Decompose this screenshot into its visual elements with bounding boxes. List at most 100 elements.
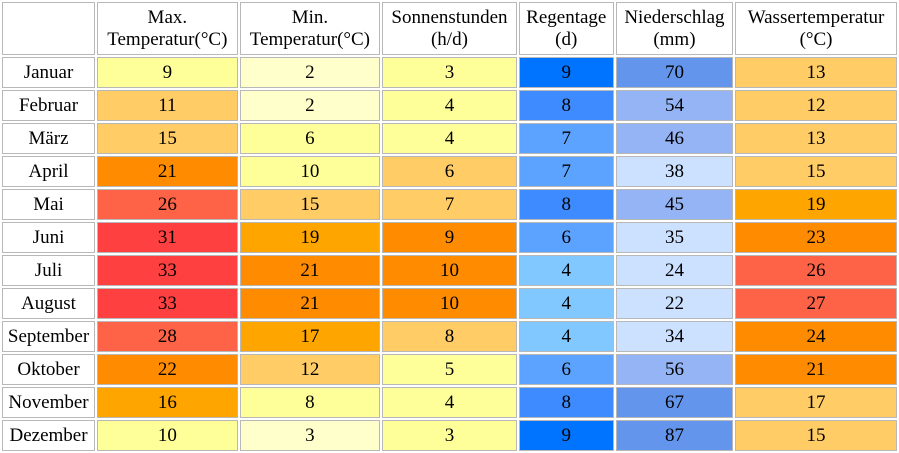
cell-min-temp: 10 (239, 156, 381, 187)
cell-sunshine: 4 (382, 90, 517, 121)
table-row: November 16 8 4 8 67 17 (2, 387, 897, 418)
cell-min-temp: 3 (239, 420, 381, 451)
cell-rain-days: 6 (518, 354, 614, 385)
table-row: April 21 10 6 7 38 15 (2, 156, 897, 187)
cell-max-temp: 33 (97, 288, 238, 319)
cell-max-temp: 16 (97, 387, 238, 418)
table-row: März 15 6 4 7 46 13 (2, 123, 897, 154)
cell-max-temp: 21 (97, 156, 238, 187)
cell-max-temp: 33 (97, 255, 238, 286)
month-name: Januar (2, 57, 96, 88)
header-max-temp-line1: Max. (147, 6, 188, 28)
month-name: Februar (2, 90, 96, 121)
cell-rain-days: 9 (518, 420, 614, 451)
cell-rain-days: 4 (518, 321, 614, 352)
month-name: Mai (2, 189, 96, 220)
month-name: September (2, 321, 96, 352)
cell-precipitation: 35 (615, 222, 734, 253)
cell-sunshine: 10 (382, 255, 517, 286)
cell-min-temp: 21 (239, 255, 381, 286)
cell-max-temp: 22 (97, 354, 238, 385)
cell-rain-days: 8 (518, 189, 614, 220)
table-row: Oktober 22 12 5 6 56 21 (2, 354, 897, 385)
cell-min-temp: 12 (239, 354, 381, 385)
table-row: Januar 9 2 3 9 70 13 (2, 57, 897, 88)
cell-water-temp: 21 (735, 354, 897, 385)
cell-sunshine: 10 (382, 288, 517, 319)
cell-sunshine: 8 (382, 321, 517, 352)
cell-precipitation: 70 (615, 57, 734, 88)
month-name: November (2, 387, 96, 418)
table-row: Februar 11 2 4 8 54 12 (2, 90, 897, 121)
cell-water-temp: 27 (735, 288, 897, 319)
cell-precipitation: 34 (615, 321, 734, 352)
cell-precipitation: 46 (615, 123, 734, 154)
cell-water-temp: 26 (735, 255, 897, 286)
month-name: April (2, 156, 96, 187)
cell-water-temp: 17 (735, 387, 897, 418)
header-rain-days-line2: (d) (555, 28, 578, 50)
cell-rain-days: 8 (518, 387, 614, 418)
month-name: Dezember (2, 420, 96, 451)
table-row: August 33 21 10 4 22 27 (2, 288, 897, 319)
cell-min-temp: 2 (239, 90, 381, 121)
cell-precipitation: 54 (615, 90, 734, 121)
header-precipitation: Niederschlag (mm) (615, 2, 734, 55)
header-corner (2, 2, 96, 55)
cell-water-temp: 13 (735, 57, 897, 88)
cell-precipitation: 38 (615, 156, 734, 187)
month-name: März (2, 123, 96, 154)
header-max-temp-line2: Temperatur(°C) (107, 28, 228, 50)
header-precipitation-line2: (mm) (653, 28, 696, 50)
cell-precipitation: 67 (615, 387, 734, 418)
cell-max-temp: 28 (97, 321, 238, 352)
cell-precipitation: 22 (615, 288, 734, 319)
cell-max-temp: 10 (97, 420, 238, 451)
month-name: August (2, 288, 96, 319)
cell-sunshine: 4 (382, 387, 517, 418)
header-rain-days: Regentage (d) (518, 2, 614, 55)
header-water-temp-line2: (°C) (799, 28, 833, 50)
cell-min-temp: 8 (239, 387, 381, 418)
cell-sunshine: 3 (382, 57, 517, 88)
header-precipitation-line1: Niederschlag (624, 6, 725, 28)
cell-precipitation: 56 (615, 354, 734, 385)
cell-water-temp: 23 (735, 222, 897, 253)
header-sunshine-line2: (h/d) (430, 28, 468, 50)
cell-sunshine: 5 (382, 354, 517, 385)
cell-water-temp: 19 (735, 189, 897, 220)
month-name: Juni (2, 222, 96, 253)
cell-rain-days: 9 (518, 57, 614, 88)
table-row: September 28 17 8 4 34 24 (2, 321, 897, 352)
cell-rain-days: 7 (518, 156, 614, 187)
cell-sunshine: 4 (382, 123, 517, 154)
cell-min-temp: 15 (239, 189, 381, 220)
cell-water-temp: 15 (735, 420, 897, 451)
cell-sunshine: 9 (382, 222, 517, 253)
header-water-temp-line1: Wassertemperatur (747, 6, 885, 28)
table-row: Juli 33 21 10 4 24 26 (2, 255, 897, 286)
header-rain-days-line1: Regentage (526, 6, 607, 28)
header-max-temp: Max. Temperatur(°C) (97, 2, 238, 55)
cell-rain-days: 6 (518, 222, 614, 253)
cell-min-temp: 2 (239, 57, 381, 88)
month-name: Oktober (2, 354, 96, 385)
cell-max-temp: 31 (97, 222, 238, 253)
cell-precipitation: 24 (615, 255, 734, 286)
header-min-temp-line1: Min. (291, 6, 329, 28)
header-water-temp: Wassertemperatur (°C) (735, 2, 897, 55)
cell-max-temp: 15 (97, 123, 238, 154)
table-row: Juni 31 19 9 6 35 23 (2, 222, 897, 253)
cell-min-temp: 19 (239, 222, 381, 253)
cell-min-temp: 17 (239, 321, 381, 352)
cell-precipitation: 45 (615, 189, 734, 220)
header-min-temp: Min. Temperatur(°C) (239, 2, 381, 55)
header-sunshine-line1: Sonnenstunden (391, 6, 508, 28)
cell-sunshine: 3 (382, 420, 517, 451)
table-row: Dezember 10 3 3 9 87 15 (2, 420, 897, 451)
cell-min-temp: 21 (239, 288, 381, 319)
header-min-temp-line2: Temperatur(°C) (249, 28, 371, 50)
cell-water-temp: 13 (735, 123, 897, 154)
cell-water-temp: 15 (735, 156, 897, 187)
